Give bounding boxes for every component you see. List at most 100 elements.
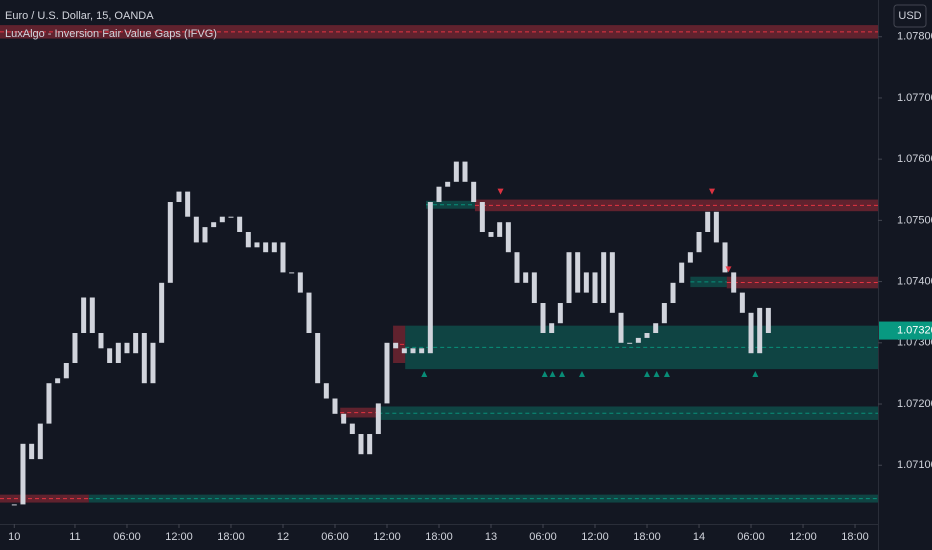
candle [384,342,390,404]
candle [436,186,442,203]
candle [393,342,399,349]
candle [211,222,217,228]
fvg-zone [393,325,406,364]
candle [410,348,416,354]
candle [193,216,199,243]
signal-marker [752,371,759,378]
candle [81,297,87,334]
candle [228,216,234,218]
signal-marker [709,188,716,195]
fvg-zone [690,276,727,288]
candle [349,423,355,435]
candle [367,434,373,455]
fvg-zone [340,407,379,418]
signal-marker [497,188,504,195]
candle [124,342,130,354]
candle [63,363,69,379]
x-tick-label: 14 [693,531,705,543]
candle [609,252,615,313]
candle [263,242,269,253]
candle [98,333,104,349]
x-tick-label: 18:00 [425,531,453,543]
candle [653,323,659,334]
candle [601,252,607,304]
candle [107,348,113,364]
candle [358,434,364,455]
fvg-zone [474,199,878,212]
candle [670,282,676,304]
candle [739,292,745,313]
candle [575,252,581,293]
candle [167,202,173,283]
candle [46,383,52,424]
x-tick-label: 12 [277,531,289,543]
y-tick-label: 1.07800 [897,31,932,43]
last-price-box [879,321,932,340]
y-tick-label: 1.07200 [897,398,932,410]
candle [687,252,693,263]
candle [72,333,78,364]
candle [254,242,260,248]
candle [89,297,95,334]
candle [141,333,147,384]
currency-label[interactable]: USD [898,10,921,22]
signal-marker [559,371,566,378]
candle [419,348,425,354]
candle [289,272,295,274]
signal-marker [579,371,586,378]
candle [297,272,303,293]
candle [445,181,451,187]
fvg-zone [0,25,878,39]
y-tick-label: 1.07100 [897,459,932,471]
candle [323,383,329,399]
axes: 1.07100 1.07200 1.07300 1.07400 1.07500 1.076… [8,31,932,543]
signal-marker [663,371,670,378]
x-tick-label: 10 [8,531,20,543]
candle [583,272,589,293]
candle [488,232,494,237]
plot-area [0,25,878,506]
candle [748,312,754,354]
candle [401,348,407,354]
signal-marker [541,371,548,378]
candle [29,443,35,460]
candle [55,378,61,384]
candle [332,398,338,414]
candle [505,222,511,253]
signal-marker [549,371,556,378]
x-tick-label: 18:00 [217,531,245,543]
signal-marker [653,371,660,378]
x-tick-label: 06:00 [737,531,765,543]
candle [471,181,477,203]
chart-title: Euro / U.S. Dollar, 15, OANDA [5,10,154,22]
x-tick-label: 12:00 [789,531,817,543]
fvg-zone [378,406,878,420]
candle [627,342,633,344]
candle [245,232,251,248]
candle [722,242,728,273]
candle [661,303,667,324]
x-tick-label: 06:00 [529,531,557,543]
candle [557,303,563,324]
candle [644,333,650,338]
candle [531,272,537,304]
candle [375,403,381,435]
candle [115,342,121,364]
candle [462,161,468,182]
y-tick-label: 1.07700 [897,92,932,104]
candle [497,222,503,237]
candle [202,227,208,243]
candle [315,333,321,384]
currency-button[interactable] [893,4,927,28]
candle [341,413,347,424]
y-tick-label: 1.07300 [897,337,932,349]
y-tick-label: 1.07600 [897,153,932,165]
fvg-zone [726,276,878,289]
candle [219,216,225,223]
candle [705,211,711,233]
candle [635,337,641,343]
y-tick-label: 1.07400 [897,275,932,287]
